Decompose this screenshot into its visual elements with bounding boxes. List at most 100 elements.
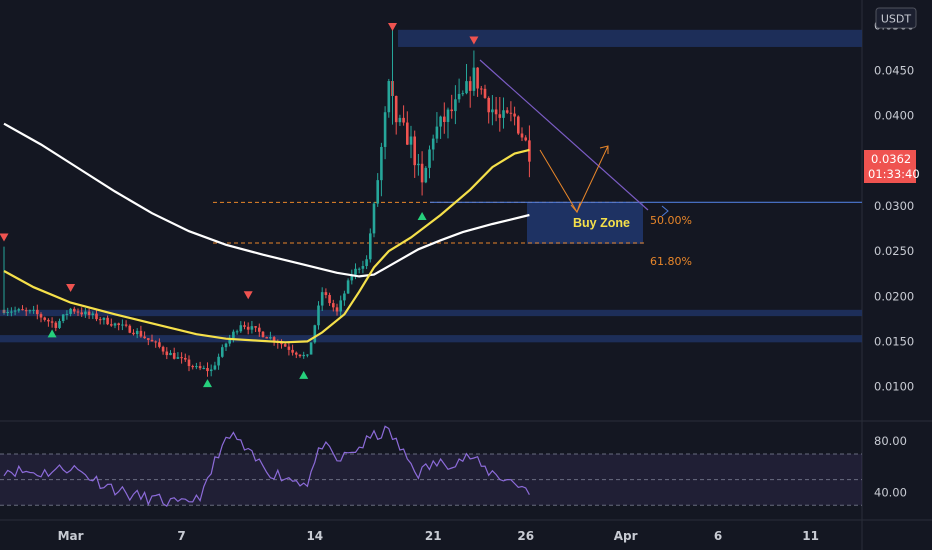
candle-body bbox=[139, 330, 143, 337]
candle-body bbox=[498, 114, 502, 118]
candle-body bbox=[461, 93, 465, 95]
candle-body bbox=[372, 203, 376, 234]
candle-body bbox=[124, 324, 128, 326]
fib-618-label: 61.80% bbox=[650, 255, 692, 268]
candle-body bbox=[332, 303, 335, 308]
currency-label: USDT bbox=[881, 13, 912, 26]
candle-body bbox=[431, 138, 435, 150]
candle-body bbox=[121, 324, 124, 326]
candle-body bbox=[13, 310, 17, 312]
price-tick-label: 0.0400 bbox=[874, 109, 914, 123]
candle-body bbox=[483, 88, 487, 98]
sell-signal-marker bbox=[66, 284, 76, 293]
slow-moving-average[interactable] bbox=[3, 122, 530, 278]
currency-badge[interactable]: USDT bbox=[875, 7, 917, 29]
price-tick-label: 0.0150 bbox=[874, 334, 914, 348]
sell-signal-marker bbox=[243, 291, 253, 300]
candle-body bbox=[435, 126, 439, 139]
date-tick-label: Mar bbox=[58, 529, 84, 543]
fast-moving-average[interactable] bbox=[3, 148, 530, 344]
candle-body bbox=[21, 309, 24, 311]
candle-body bbox=[187, 359, 191, 367]
candle-body bbox=[380, 146, 383, 181]
candle-body bbox=[143, 336, 146, 339]
candle-body bbox=[306, 354, 309, 356]
candle-body bbox=[58, 321, 61, 328]
candle-body bbox=[468, 81, 472, 91]
buy-zone-box bbox=[527, 202, 643, 244]
candle-body bbox=[161, 346, 165, 352]
candle-body bbox=[487, 97, 490, 113]
date-tick-label: 11 bbox=[802, 529, 819, 543]
fib-50-label: 50.00% bbox=[650, 214, 692, 227]
candles[interactable] bbox=[2, 29, 531, 377]
candle-body bbox=[224, 343, 228, 348]
candle-body bbox=[176, 357, 180, 359]
candle-body bbox=[317, 305, 320, 326]
candle-body bbox=[480, 88, 483, 90]
buy-signal-marker bbox=[417, 211, 427, 220]
current-price-value: 0.0362 bbox=[871, 152, 911, 166]
candle-body bbox=[339, 300, 342, 312]
candle-body bbox=[110, 324, 113, 326]
candle-body bbox=[135, 330, 139, 335]
sell-signal-marker bbox=[469, 36, 479, 45]
candle-body bbox=[36, 309, 39, 315]
price-tick-label: 0.0100 bbox=[874, 380, 914, 394]
candle-body bbox=[28, 310, 32, 312]
candle-body bbox=[302, 354, 305, 357]
buy-signal-marker bbox=[47, 329, 57, 338]
candle-body bbox=[180, 357, 183, 359]
candle-body bbox=[409, 136, 413, 145]
candle-body bbox=[261, 331, 265, 338]
projection-arrows[interactable] bbox=[539, 145, 669, 217]
candle-body bbox=[117, 323, 120, 326]
candle-body bbox=[50, 321, 54, 323]
candle-body bbox=[354, 268, 357, 275]
candle-body bbox=[73, 308, 76, 312]
candle-body bbox=[43, 317, 46, 320]
rsi-line[interactable] bbox=[3, 425, 530, 507]
candle-body bbox=[239, 325, 243, 332]
candle-body bbox=[102, 317, 106, 320]
candle-body bbox=[509, 112, 513, 114]
candle-body bbox=[343, 293, 346, 301]
candle-body bbox=[98, 319, 102, 321]
candle-body bbox=[350, 274, 354, 281]
sell-signal-marker bbox=[388, 23, 397, 31]
candle-body bbox=[361, 266, 365, 269]
candle-body bbox=[254, 326, 257, 328]
candle-body bbox=[154, 341, 157, 343]
candle-body bbox=[47, 319, 50, 322]
candle-body bbox=[387, 81, 391, 113]
rsi-pane[interactable] bbox=[0, 425, 862, 507]
candle-body bbox=[320, 292, 324, 306]
candle-body bbox=[228, 338, 231, 344]
ray-arrow-head bbox=[661, 205, 669, 217]
candle-body bbox=[328, 295, 331, 304]
candle-body bbox=[6, 311, 9, 313]
arrow-head-up bbox=[599, 145, 609, 154]
rsi-tick-label: 40.00 bbox=[874, 485, 907, 499]
candle-body bbox=[357, 268, 361, 270]
candle-body bbox=[69, 308, 72, 314]
candle-body bbox=[376, 180, 379, 204]
descending-trendline[interactable] bbox=[479, 59, 649, 211]
candle-body bbox=[235, 331, 239, 333]
candle-body bbox=[198, 366, 202, 369]
candle-body bbox=[206, 367, 209, 372]
candle-body bbox=[369, 233, 372, 260]
candle-body bbox=[465, 81, 468, 94]
candle-body bbox=[250, 326, 254, 330]
candle-body bbox=[424, 167, 428, 183]
candle-body bbox=[202, 367, 206, 369]
buy-signal-marker bbox=[299, 370, 309, 379]
candle-body bbox=[454, 99, 457, 112]
candle-body bbox=[128, 325, 132, 333]
candle-body bbox=[287, 346, 291, 350]
candle-body bbox=[346, 280, 350, 294]
candle-body bbox=[113, 323, 117, 326]
